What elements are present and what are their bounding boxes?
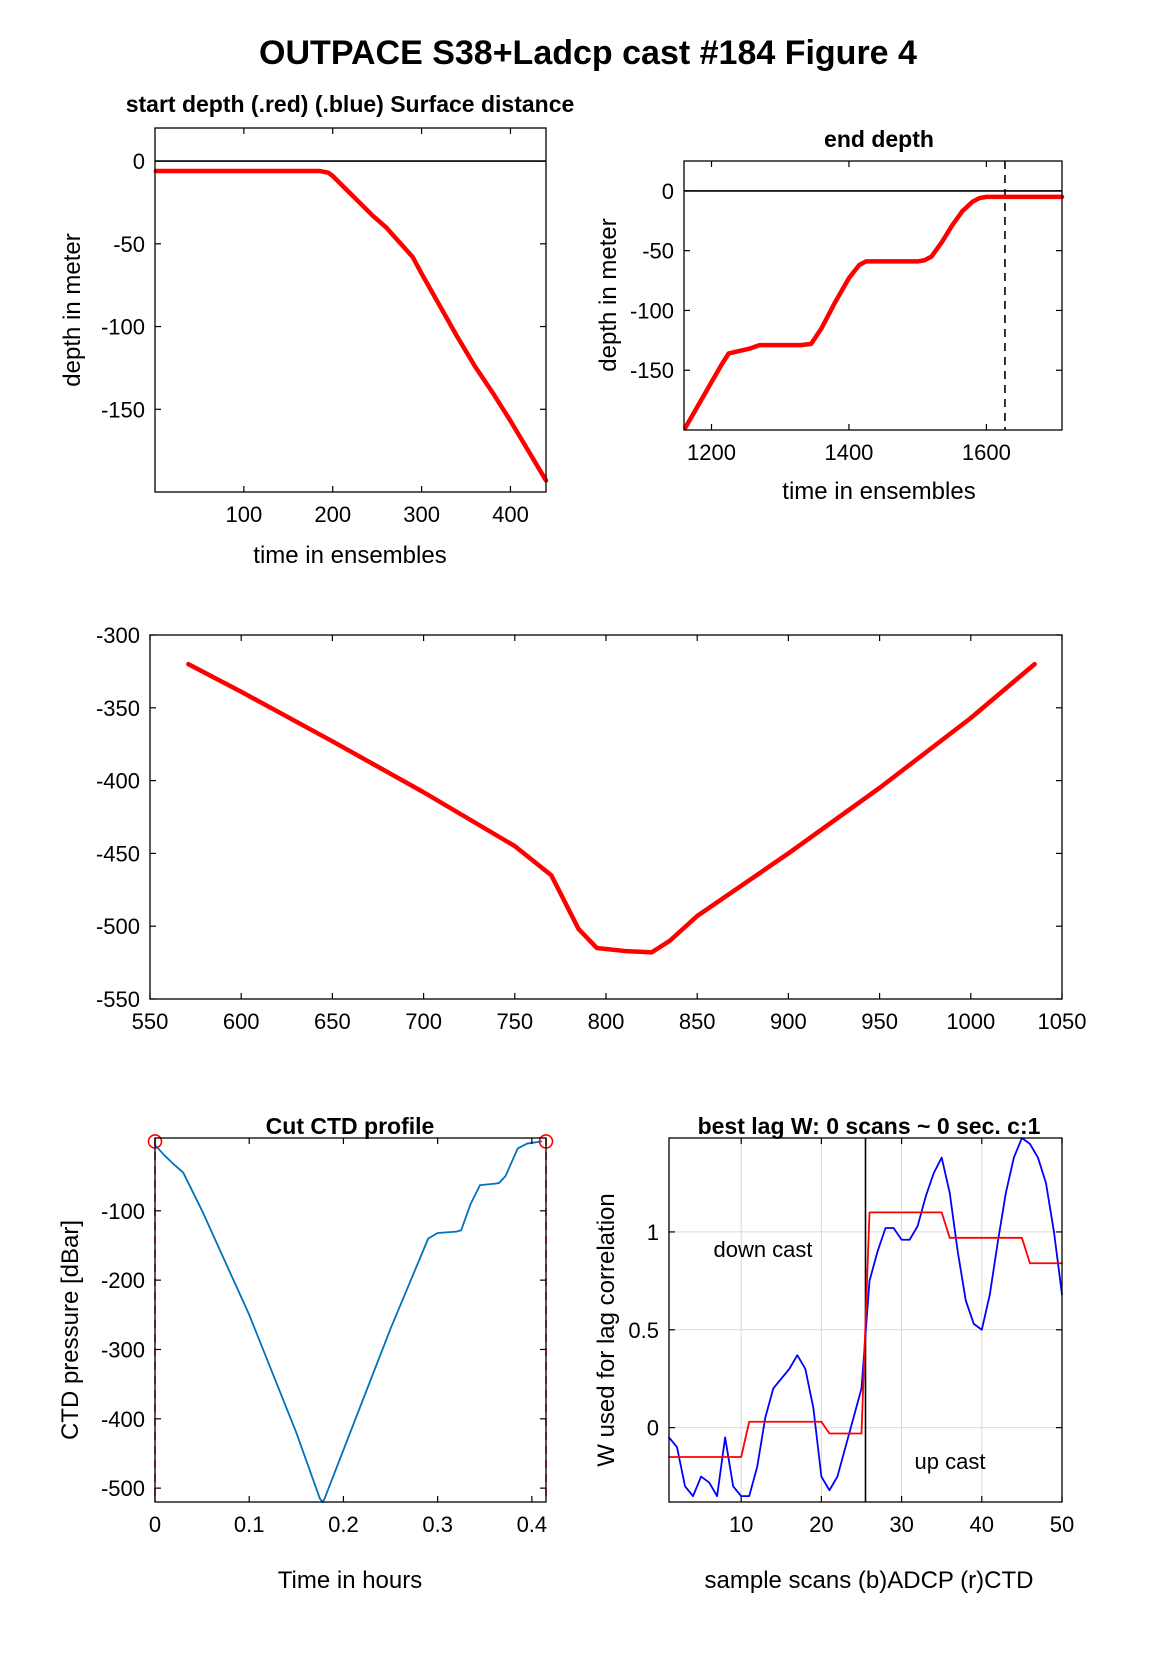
start_depth-x-tick-label: 300: [403, 502, 440, 527]
best_lag-x-tick-label: 40: [970, 1512, 994, 1537]
profile-y-tick-label: -400: [96, 769, 140, 794]
start_depth-x-tick-label: 400: [492, 502, 529, 527]
best_lag-axes-box: [668, 1137, 1063, 1503]
start_depth-y-tick-label: 0: [133, 149, 145, 174]
profile-y-tick-label: -300: [96, 623, 140, 648]
end-depth-title: end depth: [824, 126, 934, 152]
profile-x-tick-label: 850: [679, 1009, 716, 1034]
profile-x-tick-label: 600: [223, 1009, 260, 1034]
profile-y-tick-label: -350: [96, 696, 140, 721]
cut_ctd-y-tick-label: -500: [101, 1476, 145, 1501]
end_depth-x-tick-label: 1400: [824, 440, 873, 465]
cut-ctd-xlabel: Time in hours: [278, 1567, 423, 1594]
start_depth-plot-layer: 100 200 300 400 0 -50 -100 -150: [101, 127, 549, 527]
end-depth-xlabel: time in ensembles: [782, 478, 975, 505]
best_lag-x-tick-label: 10: [729, 1512, 753, 1537]
end_depth-y-tick-label: 0: [662, 179, 674, 204]
start_depth-x-tick-label: 100: [226, 502, 263, 527]
end_depth-y-tick-label: -100: [630, 298, 674, 323]
best_lag-y-tick-label: 0.5: [628, 1318, 659, 1343]
best_lag-plot-layer: 10 20 30 40 50 0 0.5 1: [628, 1137, 1074, 1537]
cut_ctd-y-tick-label: -300: [101, 1337, 145, 1362]
end_depth-y-tick-label: -150: [630, 358, 674, 383]
profile-plot-layer: 550 600 650 700 750 800 850 900 950 1000 1050 -300 -…: [96, 623, 1087, 1034]
end_depth-series-0-line: [683, 194, 1065, 430]
start_depth-y-tick-label: -100: [101, 315, 145, 340]
start-depth-title: start depth (.red) (.blue) Surface dista…: [126, 91, 575, 117]
profile-x-tick-label: 700: [405, 1009, 442, 1034]
figure-title: OUTPACE S38+Ladcp cast #184 Figure 4: [259, 34, 917, 72]
cut_ctd-y-tick-label: -100: [101, 1199, 145, 1224]
up-cast-annotation: up cast: [915, 1449, 986, 1474]
cut_ctd-x-tick-label: 0: [149, 1512, 161, 1537]
profile-axes-box: [149, 634, 1063, 1000]
start-depth-xlabel: time in ensembles: [253, 542, 446, 569]
cut_ctd-plot-layer: 0 0.1 0.2 0.3 0.4 -100 -200 -300 -400 -500: [101, 1134, 554, 1537]
best-lag-xlabel: sample scans (b)ADCP (r)CTD: [705, 1567, 1034, 1594]
down-cast-annotation: down cast: [713, 1237, 812, 1262]
end-depth-axes: 1200 1400 1600 0 -50 -100 -150 end depth time …: [595, 126, 1065, 505]
end-depth-ylabel: depth in meter: [595, 218, 622, 371]
start-depth-ylabel: depth in meter: [59, 233, 86, 386]
cut_ctd-axes-box: [154, 1137, 547, 1503]
best-lag-ylabel: W used for lag correlation: [593, 1193, 620, 1466]
profile-x-tick-label: 650: [314, 1009, 351, 1034]
best_lag-y-tick-label: 1: [647, 1220, 659, 1245]
profile-x-tick-label: 900: [770, 1009, 807, 1034]
profile-series-0-line: [186, 661, 1037, 955]
profile-y-tick-label: -500: [96, 914, 140, 939]
start_depth-axes-box: [154, 127, 547, 493]
cut-ctd-axes: 0 0.1 0.2 0.3 0.4 -100 -200 -300 -400 -500 Cut CT…: [57, 1113, 554, 1594]
best-lag-axes: 10 20 30 40 50 0 0.5 1 best lag W: 0 scans ~ 0 …: [593, 1113, 1074, 1594]
profile-axes: 550 600 650 700 750 800 850 900 950 1000 1050 -300 -…: [96, 623, 1087, 1034]
cut_ctd-y-tick-label: -200: [101, 1268, 145, 1293]
start_depth-y-tick-label: -50: [113, 232, 145, 257]
best-lag-title: best lag W: 0 scans ~ 0 sec. c:1: [698, 1113, 1041, 1139]
best_lag-x-tick-label: 30: [889, 1512, 913, 1537]
end_depth-x-tick-label: 1200: [687, 440, 736, 465]
start_depth-x-tick-label: 200: [314, 502, 351, 527]
profile-x-tick-label: 800: [588, 1009, 625, 1034]
start_depth-series-0-line: [153, 168, 549, 483]
end_depth-axes-box: [683, 160, 1063, 431]
end_depth-y-tick-label: -50: [642, 239, 674, 264]
start-depth-axes: 100 200 300 400 0 -50 -100 -150 start depth (.r…: [59, 91, 574, 569]
profile-x-tick-label: 550: [132, 1009, 169, 1034]
cut_ctd-x-tick-label: 0.2: [328, 1512, 359, 1537]
cut_ctd-x-tick-label: 0.3: [422, 1512, 453, 1537]
end_depth-x-tick-label: 1600: [962, 440, 1011, 465]
cut_ctd-x-tick-label: 0.1: [234, 1512, 265, 1537]
profile-x-tick-label: 1050: [1038, 1009, 1087, 1034]
cut_ctd-series-0-line: [154, 1140, 543, 1503]
best_lag-x-tick-label: 20: [809, 1512, 833, 1537]
best_lag-x-tick-label: 50: [1050, 1512, 1074, 1537]
profile-y-tick-label: -550: [96, 987, 140, 1012]
end_depth-plot-layer: 1200 1400 1600 0 -50 -100 -150: [630, 160, 1065, 465]
profile-x-tick-label: 1000: [946, 1009, 995, 1034]
cut-ctd-title: Cut CTD profile: [266, 1113, 435, 1139]
best_lag-series-1-line: [668, 1211, 1063, 1458]
cut_ctd-x-tick-label: 0.4: [517, 1512, 548, 1537]
best_lag-y-tick-label: 0: [647, 1416, 659, 1441]
cut_ctd-y-tick-label: -400: [101, 1407, 145, 1432]
profile-x-tick-label: 950: [861, 1009, 898, 1034]
profile-x-tick-label: 750: [496, 1009, 533, 1034]
profile-y-tick-label: -450: [96, 841, 140, 866]
cut-ctd-ylabel: CTD pressure [dBar]: [57, 1220, 84, 1440]
start_depth-y-tick-label: -150: [101, 397, 145, 422]
